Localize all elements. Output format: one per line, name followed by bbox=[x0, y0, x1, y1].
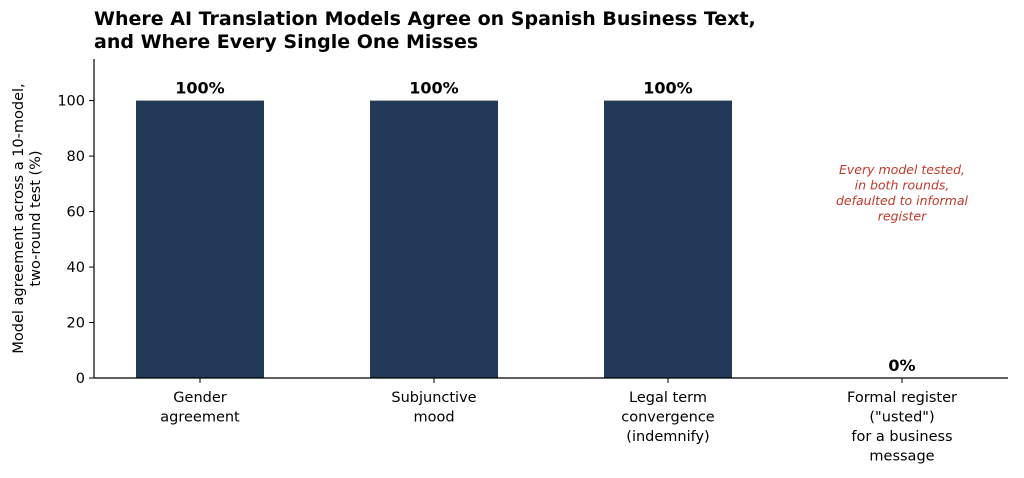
bar-value-label: 0% bbox=[888, 356, 915, 375]
annotations: Every model tested, in both rounds, defaul… bbox=[836, 162, 969, 224]
y-tick-label: 100 bbox=[57, 94, 85, 110]
chart-title-text: Where AI Translation Models Agree on Spa… bbox=[94, 8, 756, 53]
y-tick-label: 40 bbox=[67, 260, 85, 276]
chart-title: Where AI Translation Models Agree on Spa… bbox=[94, 8, 756, 53]
bar-value-label: 100% bbox=[409, 79, 458, 98]
bar-value-label: 100% bbox=[643, 79, 692, 98]
x-tick-label: Gender agreement bbox=[160, 390, 240, 426]
x-tick-label: Subjunctive mood bbox=[391, 390, 476, 426]
y-tick-label: 80 bbox=[67, 149, 85, 165]
annotation-text: Every model tested, in both rounds, defaul… bbox=[836, 162, 969, 224]
x-tick-label: Legal term convergence (indemnify) bbox=[621, 390, 715, 445]
y-axis-label: Model agreement across a 10-model,two-ro… bbox=[11, 83, 44, 353]
x-axis: Gender agreement Subjunctive mood Legal term… bbox=[94, 377, 1008, 465]
y-axis-label-text: Model agreement across a 10-model,two-ro… bbox=[11, 83, 44, 353]
y-axis: 0 20 40 60 80 100 bbox=[57, 59, 95, 387]
y-tick-label: 20 bbox=[67, 316, 85, 332]
x-tick-label: Formal register ("usted") for a business me… bbox=[847, 390, 957, 465]
y-tick-label: 60 bbox=[67, 205, 85, 221]
bars: 100% 100% 100% 0% bbox=[136, 79, 916, 378]
bar-value-label: 100% bbox=[175, 79, 224, 98]
y-tick-label: 0 bbox=[76, 371, 85, 387]
bar bbox=[136, 100, 264, 378]
bar bbox=[604, 100, 732, 378]
bar bbox=[370, 100, 498, 378]
